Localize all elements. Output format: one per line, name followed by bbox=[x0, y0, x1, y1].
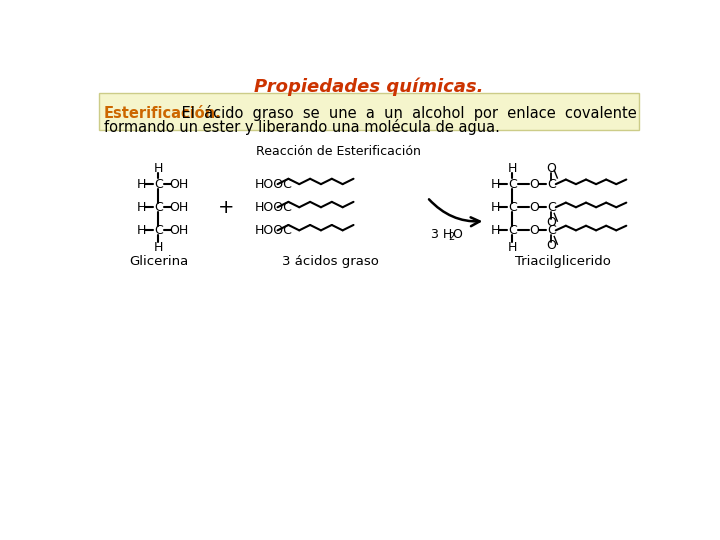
Text: H: H bbox=[137, 178, 146, 191]
Text: HOOC: HOOC bbox=[254, 224, 292, 237]
Text: C: C bbox=[546, 201, 556, 214]
Text: H: H bbox=[490, 201, 500, 214]
Text: Propiedades químicas.: Propiedades químicas. bbox=[254, 77, 484, 96]
Text: OH: OH bbox=[169, 224, 189, 237]
Text: H: H bbox=[490, 178, 500, 191]
Text: H: H bbox=[137, 201, 146, 214]
Text: O: O bbox=[452, 228, 462, 241]
Text: OH: OH bbox=[169, 201, 189, 214]
Text: C: C bbox=[546, 178, 556, 191]
Text: C: C bbox=[154, 178, 163, 191]
Text: O: O bbox=[529, 224, 539, 237]
Text: C: C bbox=[546, 224, 556, 237]
Text: 3 H: 3 H bbox=[431, 228, 452, 241]
Text: O: O bbox=[546, 162, 556, 176]
Text: C: C bbox=[508, 178, 517, 191]
Text: C: C bbox=[154, 224, 163, 237]
Text: 3 ácidos graso: 3 ácidos graso bbox=[282, 255, 379, 268]
Text: H: H bbox=[508, 241, 517, 254]
Text: Glicerina: Glicerina bbox=[129, 255, 188, 268]
Text: +: + bbox=[217, 198, 234, 217]
Text: HOOC: HOOC bbox=[254, 178, 292, 191]
Text: C: C bbox=[154, 201, 163, 214]
Text: H: H bbox=[490, 224, 500, 237]
Text: Esterificación.: Esterificación. bbox=[104, 106, 222, 121]
Text: C: C bbox=[508, 201, 517, 214]
Text: C: C bbox=[508, 224, 517, 237]
Text: formando un ester y liberando una molécula de agua.: formando un ester y liberando una molécu… bbox=[104, 119, 500, 135]
Text: O: O bbox=[529, 201, 539, 214]
Text: Triacilglicerido: Triacilglicerido bbox=[515, 255, 611, 268]
Text: O: O bbox=[546, 239, 556, 252]
Text: H: H bbox=[508, 162, 517, 176]
Text: H: H bbox=[153, 241, 163, 254]
Text: HOOC: HOOC bbox=[254, 201, 292, 214]
FancyBboxPatch shape bbox=[99, 93, 639, 130]
Text: H: H bbox=[137, 224, 146, 237]
Text: O: O bbox=[546, 216, 556, 229]
Text: H: H bbox=[153, 162, 163, 176]
Text: OH: OH bbox=[169, 178, 189, 191]
Text: 2: 2 bbox=[448, 232, 454, 241]
Text: Reacción de Esterificación: Reacción de Esterificación bbox=[256, 145, 420, 158]
Text: O: O bbox=[529, 178, 539, 191]
Text: El  ácido  graso  se  une  a  un  alcohol  por  enlace  covalente: El ácido graso se une a un alcohol por e… bbox=[177, 105, 636, 122]
